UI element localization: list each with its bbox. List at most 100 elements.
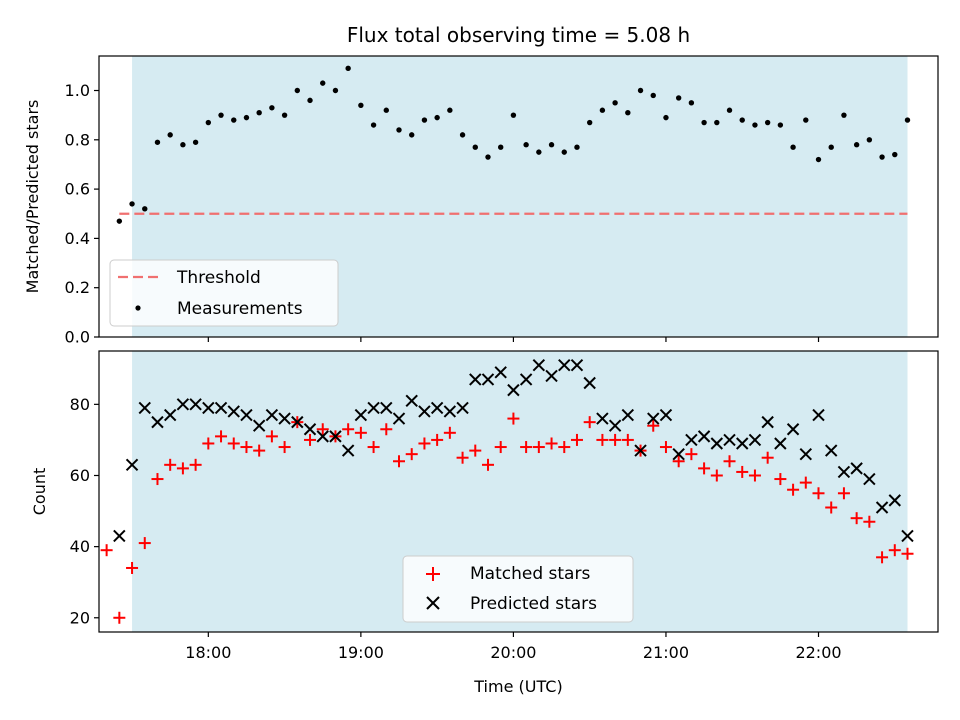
predicted-star-point — [494, 366, 507, 379]
legend-measurements-label: Measurements — [177, 299, 303, 319]
measurement-point — [892, 151, 898, 158]
matched-star-point — [418, 437, 431, 450]
x-tick-label: 21:00 — [643, 643, 689, 662]
matched-star-point — [558, 441, 571, 454]
measurement-point — [447, 107, 453, 113]
measurement-point — [294, 87, 301, 94]
predicted-star-point — [341, 444, 355, 457]
matched-star-point — [876, 551, 889, 564]
predicted-star-point — [125, 458, 139, 472]
measurement-point — [637, 87, 644, 94]
matched-star-point — [481, 458, 494, 471]
predicted-star-point — [227, 405, 240, 418]
predicted-star-point — [163, 408, 177, 422]
matched-star-point — [443, 426, 456, 439]
matched-star-point — [596, 433, 609, 446]
measurement-point — [205, 119, 212, 126]
measurement-point — [320, 80, 326, 86]
predicted-star-point — [901, 529, 914, 543]
predicted-star-point — [570, 359, 584, 372]
matched-star-point — [278, 441, 291, 454]
predicted-star-point — [736, 437, 749, 450]
matched-star-point — [672, 455, 685, 468]
measurement-point — [663, 114, 669, 121]
y-tick-label: 1.0 — [65, 81, 90, 100]
measurement-point — [218, 112, 224, 118]
measurement-point — [625, 109, 631, 116]
measurement-point — [307, 97, 313, 104]
y-tick-label: 20 — [70, 608, 90, 627]
measurement-point — [243, 114, 250, 121]
measurement-point — [650, 92, 656, 99]
bottom-legend-box — [402, 555, 634, 623]
y-tick-label: 0.2 — [65, 278, 90, 297]
matched-star-point — [850, 512, 863, 525]
predicted-star-point — [240, 408, 253, 422]
predicted-star-point — [151, 415, 164, 429]
y-tick-label: 0.4 — [65, 229, 90, 248]
predicted-star-point — [430, 401, 444, 415]
matched-star-point — [380, 423, 393, 436]
matched-star-point — [304, 433, 317, 446]
predicted-star-point — [761, 415, 774, 429]
matched-star-point — [774, 473, 787, 486]
legend-matched-label: Matched stars — [470, 564, 590, 584]
matched-star-point — [405, 448, 418, 461]
measurement-point — [154, 139, 161, 145]
predicted-star-point — [647, 412, 660, 425]
y-tick-label: 80 — [70, 395, 90, 414]
predicted-star-point — [380, 401, 393, 415]
y-tick-label: 0.0 — [65, 328, 90, 347]
top-y-ticks: 0.0 0.2 0.4 0.6 0.8 1.0 — [65, 81, 99, 347]
y-tick-label: 0.8 — [65, 130, 90, 149]
matched-star-point — [761, 451, 774, 464]
measurement-point — [269, 105, 275, 111]
measurement-point — [726, 107, 733, 113]
matched-stars-points — [100, 412, 914, 624]
measurement-point — [777, 122, 784, 128]
matched-star-point — [723, 455, 736, 468]
top-x-ticks — [207, 337, 820, 342]
matched-star-point — [126, 561, 139, 574]
measurement-point — [841, 112, 847, 118]
legend-predicted-label: Predicted stars — [470, 594, 597, 614]
predicted-stars-points — [113, 359, 914, 543]
measurement-point — [434, 114, 440, 121]
legend-predicted-swatch — [426, 596, 440, 610]
measurement-point — [739, 117, 745, 123]
x-tick-label: 18:00 — [185, 643, 231, 662]
predicted-star-point — [875, 501, 889, 514]
top-legend: Threshold Measurements — [109, 259, 339, 327]
matched-star-point — [520, 441, 533, 454]
predicted-star-point — [583, 376, 596, 390]
predicted-star-point — [291, 415, 304, 429]
predicted-star-point — [697, 430, 711, 443]
x-tick-label: 22:00 — [795, 643, 841, 662]
matched-star-point — [901, 547, 914, 560]
top-y-axis-label: Matched/Predicted stars — [23, 100, 42, 294]
predicted-star-point — [786, 423, 800, 436]
bottom-panel: 20 40 60 80 18:00 19:00 20:00 21:00 22:00 Count… — [30, 350, 939, 696]
measurement-point — [281, 112, 288, 118]
predicted-star-point — [723, 433, 736, 447]
predicted-star-point — [596, 412, 609, 425]
measurement-point — [523, 142, 529, 148]
predicted-star-point — [837, 465, 851, 479]
bottom-y-axis-label: Count — [30, 468, 49, 516]
matched-star-point — [215, 430, 228, 443]
matched-star-point — [787, 483, 800, 496]
matched-star-point — [812, 487, 825, 500]
predicted-star-point — [405, 394, 418, 408]
measurement-point — [167, 132, 173, 138]
measurement-point — [142, 206, 148, 212]
measurement-point — [383, 107, 389, 113]
legend-measurements-swatch — [135, 305, 141, 311]
predicted-star-point — [507, 383, 520, 397]
matched-star-point — [189, 458, 202, 471]
predicted-star-point — [354, 408, 368, 422]
predicted-star-point — [481, 373, 495, 386]
predicted-star-point — [329, 430, 342, 443]
measurement-point — [714, 119, 720, 126]
predicted-star-point — [659, 408, 673, 422]
